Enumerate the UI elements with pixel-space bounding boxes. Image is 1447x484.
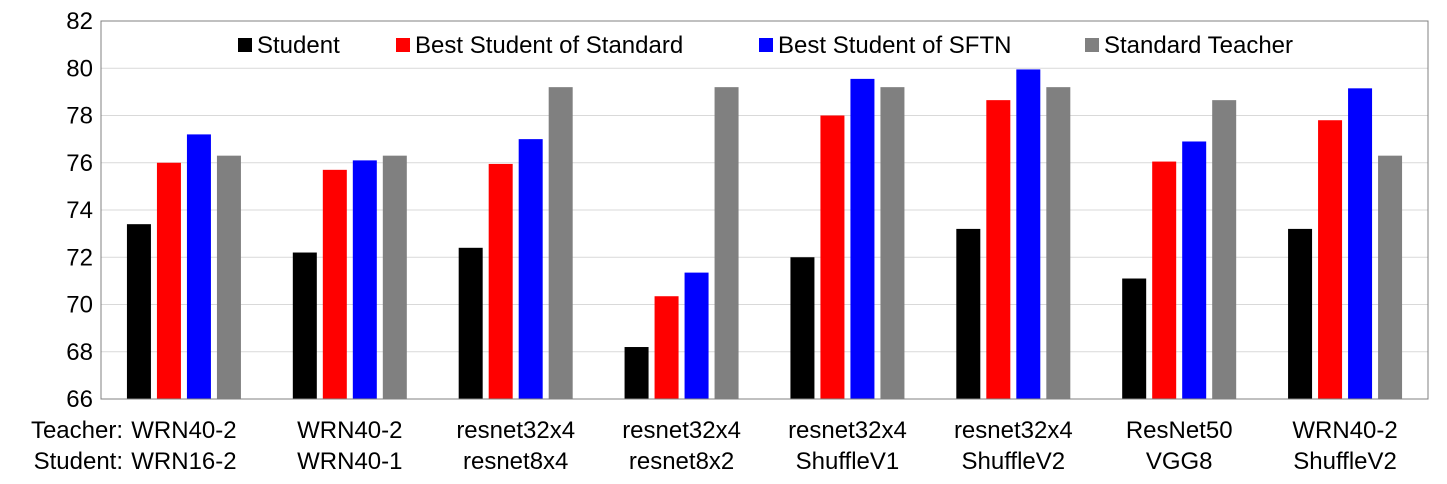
bar-standard-teacher-3 — [714, 87, 739, 400]
x-label-teacher: resnet32x4 — [622, 417, 741, 444]
x-label-student: WRN16-2 — [131, 448, 236, 475]
x-label-student: VGG8 — [1146, 448, 1213, 475]
bar-best-student-of-sftn-7 — [1348, 88, 1373, 400]
bar-student-0 — [126, 224, 151, 399]
plot-area-frame — [100, 20, 1429, 400]
teacher-row-label: Teacher: — [31, 417, 123, 444]
bar-best-student-of-standard-2 — [488, 163, 513, 399]
bar-standard-teacher-1 — [382, 155, 407, 399]
bar-standard-teacher-0 — [216, 155, 241, 399]
bar-standard-teacher-5 — [1046, 87, 1071, 400]
bar-best-student-of-standard-1 — [322, 169, 347, 399]
gridlines — [101, 67, 1428, 353]
y-tick-label: 82 — [66, 8, 93, 35]
bar-best-student-of-standard-3 — [654, 296, 679, 399]
legend-label-0: Student — [257, 32, 340, 59]
x-label-student: WRN40-1 — [297, 448, 402, 475]
bar-student-5 — [956, 228, 981, 399]
x-label-student: resnet8x2 — [629, 448, 734, 475]
x-label-teacher: WRN40-2 — [297, 417, 402, 444]
bar-standard-teacher-6 — [1212, 100, 1237, 400]
bar-best-student-of-standard-0 — [156, 162, 181, 399]
bar-best-student-of-standard-4 — [820, 115, 845, 399]
x-label-student: ShuffleV2 — [961, 448, 1065, 475]
bar-standard-teacher-7 — [1378, 155, 1403, 399]
x-label-teacher: WRN40-2 — [131, 417, 236, 444]
x-label-student: resnet8x4 — [463, 448, 568, 475]
legend-label-3: Standard Teacher — [1104, 32, 1293, 59]
y-tick-label: 78 — [66, 103, 93, 130]
legend-swatch-0 — [238, 38, 252, 52]
legend-label-2: Best Student of SFTN — [778, 32, 1011, 59]
student-row-label: Student: — [34, 448, 123, 475]
x-label-teacher: WRN40-2 — [1292, 417, 1397, 444]
x-label-teacher: resnet32x4 — [788, 417, 907, 444]
legend-label-1: Best Student of Standard — [415, 32, 683, 59]
bars — [126, 69, 1403, 400]
y-tick-label: 70 — [66, 292, 93, 319]
bar-student-2 — [458, 247, 483, 399]
bar-best-student-of-sftn-4 — [850, 78, 875, 399]
legend: Student Best Student of Standard Best Stud… — [238, 32, 1293, 59]
legend-swatch-1 — [396, 38, 410, 52]
y-tick-label: 72 — [66, 244, 93, 271]
x-label-teacher: resnet32x4 — [456, 417, 575, 444]
y-tick-label: 74 — [66, 197, 93, 224]
bar-best-student-of-sftn-0 — [186, 134, 211, 399]
bar-standard-teacher-4 — [880, 87, 905, 400]
bar-standard-teacher-2 — [548, 87, 573, 400]
bar-best-student-of-standard-6 — [1152, 161, 1177, 399]
bar-best-student-of-sftn-5 — [1016, 69, 1041, 400]
bar-best-student-of-standard-7 — [1318, 120, 1343, 399]
legend-swatch-2 — [759, 38, 773, 52]
bar-student-1 — [292, 252, 317, 399]
bar-student-6 — [1122, 278, 1147, 399]
y-tick-label: 66 — [66, 386, 93, 413]
bar-student-3 — [624, 347, 649, 399]
bar-best-student-of-sftn-3 — [684, 272, 709, 399]
bar-student-4 — [790, 257, 815, 399]
x-label-teacher: ResNet50 — [1126, 417, 1233, 444]
y-tick-label: 80 — [66, 55, 93, 82]
bar-student-7 — [1288, 228, 1313, 399]
x-axis-category-labels: WRN40-2 WRN16-2 WRN40-2 WRN40-1 resnet32x4 re… — [131, 417, 1397, 475]
y-tick-label: 68 — [66, 339, 93, 366]
bar-best-student-of-sftn-2 — [518, 139, 543, 399]
y-axis-tick-labels: 66 68 70 72 74 76 78 80 82 — [66, 8, 93, 413]
x-label-student: ShuffleV1 — [796, 448, 900, 475]
bar-best-student-of-standard-5 — [986, 100, 1011, 400]
x-label-teacher: resnet32x4 — [954, 417, 1073, 444]
y-tick-label: 76 — [66, 150, 93, 177]
bar-best-student-of-sftn-1 — [352, 160, 377, 399]
bar-best-student-of-sftn-6 — [1182, 141, 1207, 400]
x-label-student: ShuffleV2 — [1293, 448, 1397, 475]
legend-swatch-3 — [1085, 38, 1099, 52]
